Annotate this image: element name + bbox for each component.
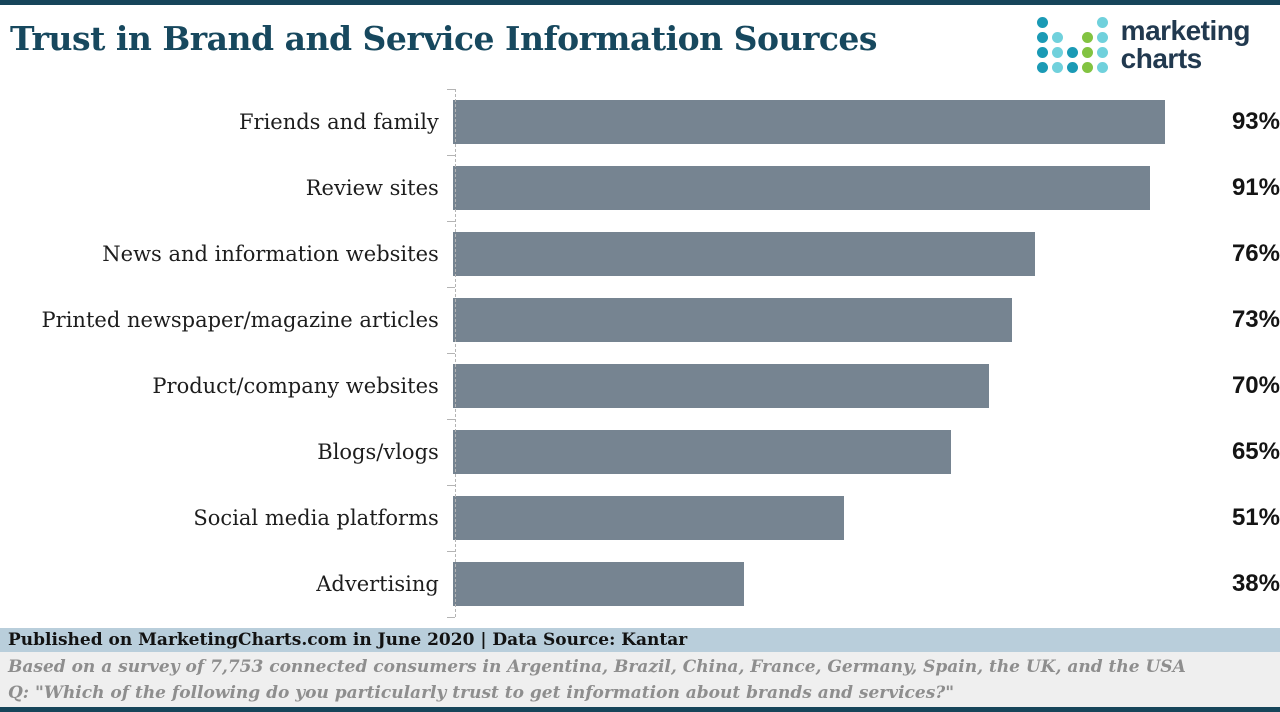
logo-dot-icon	[1096, 17, 1108, 28]
bar-row: Review sites 91%	[0, 155, 1280, 221]
logo-dots-icon	[1036, 17, 1108, 73]
value-label: 65%	[1231, 438, 1280, 465]
logo-dot-empty	[1082, 17, 1093, 28]
category-label: Friends and family	[238, 110, 439, 134]
bar-row: Product/company websites 70%	[0, 353, 1280, 419]
bar-row: Social media platforms 51%	[0, 485, 1280, 551]
logo-dot-icon	[1036, 32, 1048, 43]
page-title: Trust in Brand and Service Information S…	[10, 19, 878, 58]
logo-dot-icon	[1081, 47, 1093, 58]
bar-track	[452, 298, 1219, 342]
value-label: 73%	[1231, 306, 1280, 333]
logo-dot-icon	[1051, 32, 1063, 43]
category-label: Social media platforms	[193, 506, 439, 530]
logo-dot-icon	[1081, 32, 1093, 43]
bar	[452, 100, 1166, 144]
bar-row: Printed newspaper/magazine articles 73%	[0, 287, 1280, 353]
bar-row: News and information websites 76%	[0, 221, 1280, 287]
logo-dot-icon	[1036, 47, 1048, 58]
logo-dot-icon	[1081, 62, 1093, 73]
bar-track	[452, 100, 1219, 144]
value-label: 93%	[1231, 108, 1280, 135]
logo-word-marketing: marketing	[1120, 15, 1251, 46]
footer: Published on MarketingCharts.com in June…	[0, 628, 1280, 707]
bar-track	[452, 232, 1219, 276]
bar	[452, 430, 951, 474]
value-label: 51%	[1231, 504, 1280, 531]
logo-dot-icon	[1066, 62, 1078, 73]
footnotes: Based on a survey of 7,753 connected con…	[0, 652, 1280, 707]
logo-dot-icon	[1051, 47, 1063, 58]
bar	[452, 364, 990, 408]
bar-track	[452, 166, 1219, 210]
bar-track	[452, 430, 1219, 474]
bar-row: Friends and family 93%	[0, 89, 1280, 155]
value-label: 70%	[1231, 372, 1280, 399]
axis-tick	[447, 221, 455, 222]
axis-tick	[447, 287, 455, 288]
axis-tick	[447, 551, 455, 552]
logo-dot-empty	[1052, 17, 1063, 28]
bar-row: Blogs/vlogs 65%	[0, 419, 1280, 485]
marketingcharts-logo: marketing charts	[1036, 15, 1251, 74]
axis-tick	[447, 353, 455, 354]
category-label: Blogs/vlogs	[317, 440, 439, 464]
category-label: Product/company websites	[152, 374, 439, 398]
category-label: Review sites	[305, 176, 439, 200]
bar	[452, 232, 1036, 276]
value-label: 38%	[1231, 570, 1280, 597]
value-label: 91%	[1231, 174, 1280, 201]
bar	[452, 298, 1013, 342]
logo-dot-icon	[1096, 32, 1108, 43]
logo-dot-icon	[1066, 47, 1078, 58]
category-label: Advertising	[316, 572, 439, 596]
question-note: Q: "Which of the following do you partic…	[8, 683, 955, 703]
axis-tick	[447, 485, 455, 486]
category-label: Printed newspaper/magazine articles	[41, 308, 439, 332]
bar-chart: Friends and family 93% Review sites 91% News…	[0, 89, 1280, 618]
axis-tick	[447, 419, 455, 420]
axis-tick	[447, 155, 455, 156]
value-label: 76%	[1231, 240, 1280, 267]
survey-note: Based on a survey of 7,753 connected con…	[8, 657, 1186, 677]
logo-dot-icon	[1096, 62, 1108, 73]
logo-dot-icon	[1051, 62, 1063, 73]
bar	[452, 562, 744, 606]
logo-word-charts: charts	[1120, 43, 1203, 74]
bar-row: Advertising 38%	[0, 551, 1280, 617]
bar-track	[452, 562, 1219, 606]
logo-dot-empty	[1067, 17, 1078, 28]
bar	[452, 166, 1150, 210]
bar	[452, 496, 844, 540]
bar-track	[452, 496, 1219, 540]
logo-dot-icon	[1036, 17, 1048, 28]
logo-wordmark: marketing charts	[1120, 15, 1251, 74]
y-axis-line	[455, 89, 456, 617]
logo-dot-icon	[1036, 62, 1048, 73]
axis-tick	[447, 617, 455, 618]
category-label: News and information websites	[102, 242, 439, 266]
logo-dot-icon	[1096, 47, 1108, 58]
logo-dot-empty	[1067, 32, 1078, 43]
axis-tick	[447, 89, 455, 90]
bar-track	[452, 364, 1219, 408]
header: Trust in Brand and Service Information S…	[0, 5, 1280, 89]
published-source-line: Published on MarketingCharts.com in June…	[0, 628, 1280, 652]
